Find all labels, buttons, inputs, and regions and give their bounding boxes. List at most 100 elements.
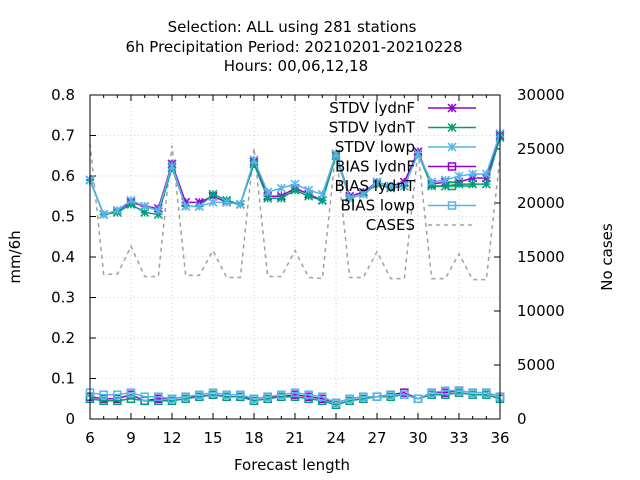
x-axis-label: Forecast length xyxy=(234,456,350,474)
chart-title: Selection: ALL using 281 stations 6h Pre… xyxy=(125,18,462,75)
data-point xyxy=(441,386,450,395)
data-point xyxy=(400,390,409,399)
x-tick-label: 12 xyxy=(162,429,181,447)
data-point xyxy=(454,386,464,395)
y-tick-label: 0.4 xyxy=(51,248,75,266)
legend-label: BIAS lydnF xyxy=(335,158,415,176)
data-point xyxy=(345,193,355,203)
data-point xyxy=(427,388,436,397)
data-point xyxy=(235,199,245,209)
data-point xyxy=(447,201,457,210)
legend-label: STDV lydnF xyxy=(329,99,415,117)
legend-label: BIAS lowp xyxy=(341,197,415,215)
data-point xyxy=(427,177,437,187)
x-tick-label: 30 xyxy=(408,429,427,447)
data-point xyxy=(126,388,136,397)
data-point xyxy=(181,392,190,401)
y-tick-label: 0.3 xyxy=(51,289,75,307)
data-point xyxy=(331,149,341,159)
legend-item: STDV lydnT xyxy=(329,119,476,137)
legend-item: BIAS lowp xyxy=(341,197,476,215)
data-point xyxy=(481,179,491,189)
data-point xyxy=(304,185,314,195)
data-point xyxy=(372,177,382,187)
data-point xyxy=(126,394,136,403)
data-point xyxy=(290,179,300,189)
data-point xyxy=(468,179,478,189)
x-tick-label: 9 xyxy=(126,429,136,447)
data-point xyxy=(481,169,491,179)
data-point xyxy=(236,390,245,399)
data-point xyxy=(167,394,177,403)
title-line-1: Selection: ALL using 281 stations xyxy=(168,18,417,36)
data-point xyxy=(195,390,204,399)
legend-label: CASES xyxy=(366,216,415,234)
data-point xyxy=(263,187,273,197)
data-point xyxy=(249,394,259,403)
y2-axis-label: No cases xyxy=(598,223,616,291)
data-point xyxy=(249,155,259,165)
data-point xyxy=(208,388,218,397)
x-tick-label: 36 xyxy=(490,429,509,447)
legend-item: CASES xyxy=(366,216,476,234)
data-point xyxy=(454,171,464,181)
data-point xyxy=(112,205,122,215)
y-tick-label: 0.5 xyxy=(51,208,75,226)
y2-tick-label: 10000 xyxy=(517,302,565,320)
x-tick-label: 6 xyxy=(85,429,95,447)
data-point xyxy=(386,390,395,399)
y-tick-label: 0.8 xyxy=(51,86,75,104)
data-point xyxy=(222,390,231,399)
legend-label: BIAS lydnT xyxy=(334,177,415,195)
data-point xyxy=(447,142,457,152)
x-tick-label: 27 xyxy=(367,429,386,447)
legend-item: STDV lydnF xyxy=(329,99,476,117)
y-axis-label: mm/6h xyxy=(6,230,24,283)
data-point xyxy=(154,392,163,401)
data-point xyxy=(413,149,423,159)
data-point xyxy=(113,390,122,399)
y-tick-label: 0.6 xyxy=(51,167,75,185)
data-point xyxy=(447,122,457,133)
x-tick-label: 33 xyxy=(449,429,468,447)
data-point xyxy=(276,183,286,193)
data-point xyxy=(194,201,204,211)
data-point xyxy=(276,193,286,203)
y2-tick-label: 5000 xyxy=(517,356,555,374)
series-line xyxy=(89,389,501,404)
legend-label: STDV lowp xyxy=(335,138,415,156)
data-point xyxy=(222,197,232,207)
title-line-2: 6h Precipitation Period: 20210201-202102… xyxy=(125,38,462,56)
data-point xyxy=(358,189,368,199)
data-point xyxy=(99,390,108,399)
grid xyxy=(90,95,500,419)
data-point xyxy=(318,392,327,401)
x-tick-label: 18 xyxy=(244,429,263,447)
data-point xyxy=(208,197,218,207)
data-point xyxy=(468,388,477,397)
data-point xyxy=(468,169,478,179)
series-layer xyxy=(85,128,505,410)
data-point xyxy=(181,201,191,211)
y-tick-label: 0.1 xyxy=(51,370,75,388)
plot-border xyxy=(89,94,501,420)
title-line-3: Hours: 00,06,12,18 xyxy=(224,57,368,75)
data-point xyxy=(140,392,149,401)
series-6 xyxy=(89,143,501,281)
x-tick-label: 15 xyxy=(203,429,222,447)
y2-tick-label: 30000 xyxy=(517,86,565,104)
y2-tick-label: 20000 xyxy=(517,194,565,212)
series-2 xyxy=(85,128,505,220)
y-tick-label: 0.7 xyxy=(51,127,75,145)
y2-tick-label: 15000 xyxy=(517,248,565,266)
data-point xyxy=(372,392,382,401)
legend-item: STDV lowp xyxy=(335,138,476,156)
legend-item: BIAS lydnF xyxy=(335,158,476,176)
y-tick-label: 0 xyxy=(65,410,75,428)
x-tick-label: 24 xyxy=(326,429,345,447)
data-point xyxy=(386,181,396,191)
series-line xyxy=(89,133,501,216)
tick-labels: 0 0.1 0.2 0.3 0.4 0.5 0.6 0.7 0.8 6 9 12 15 18 21 24 27 3… xyxy=(51,86,565,447)
